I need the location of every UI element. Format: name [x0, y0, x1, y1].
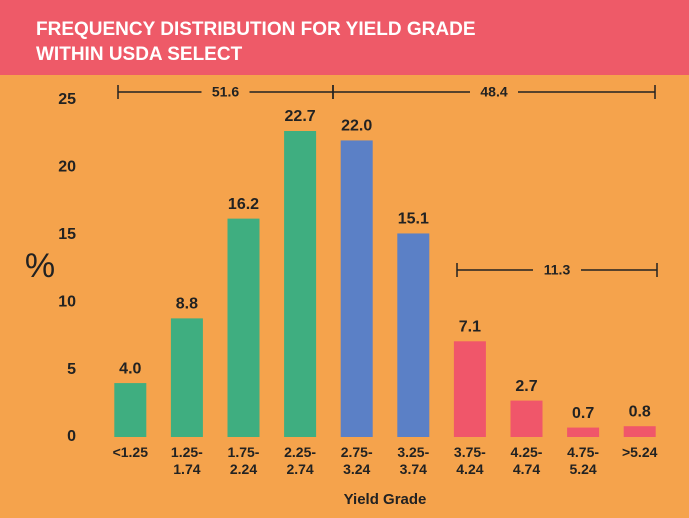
x-tick-label: 4.25- 4.74: [510, 444, 543, 477]
bar: [284, 131, 317, 437]
bracket-label-bg: [533, 261, 581, 279]
value-label: 0.8: [629, 403, 651, 420]
x-tick-label: >5.24: [621, 444, 658, 460]
title-bar: [0, 0, 689, 75]
value-label: 22.7: [285, 108, 316, 125]
x-tick-label: 4.75- 5.24: [567, 444, 600, 477]
bar: [623, 426, 656, 437]
bracket-label-bg: [470, 83, 518, 101]
value-label: 8.8: [176, 296, 198, 313]
bar: [510, 400, 543, 437]
x-tick-label: 1.75- 2.24: [227, 444, 260, 477]
y-tick-label: 15: [58, 226, 76, 243]
y-tick-label: 10: [58, 293, 76, 310]
y-axis-label: %: [25, 247, 55, 285]
value-label: 7.1: [459, 319, 481, 336]
value-label: 15.1: [398, 211, 429, 228]
value-label: 22.0: [341, 118, 372, 135]
value-label: 0.7: [572, 405, 594, 422]
value-label: 4.0: [119, 360, 141, 377]
value-label: 2.7: [515, 378, 537, 395]
chart-title: WITHIN USDA SELECT: [36, 44, 243, 65]
x-tick-label: <1.25: [112, 444, 149, 460]
bar: [114, 383, 147, 437]
bar: [340, 140, 373, 437]
bar: [453, 341, 486, 437]
y-tick-label: 20: [58, 159, 76, 176]
x-tick-label: 2.75- 3.24: [340, 444, 373, 477]
bracket-label: 11.3: [544, 262, 571, 278]
x-tick-label: 2.25- 2.74: [284, 444, 317, 477]
bracket-label: 48.4: [480, 84, 507, 100]
bar: [567, 427, 600, 437]
bar: [227, 218, 260, 437]
x-tick-label: 3.25- 3.74: [397, 444, 430, 477]
chart-title: FREQUENCY DISTRIBUTION FOR YIELD GRADE: [36, 19, 476, 40]
bar: [170, 318, 203, 437]
x-axis-label: Yield Grade: [344, 491, 427, 508]
value-label: 16.2: [228, 196, 259, 213]
x-tick-label: 3.75- 4.24: [453, 444, 486, 477]
bracket-label-bg: [201, 83, 250, 101]
y-tick-label: 25: [58, 91, 76, 108]
x-tick-label: 1.25- 1.74: [170, 444, 203, 477]
bracket-label: 51.6: [212, 84, 239, 100]
y-tick-label: 5: [67, 361, 76, 378]
y-tick-label: 0: [67, 428, 76, 445]
bar: [397, 233, 430, 437]
